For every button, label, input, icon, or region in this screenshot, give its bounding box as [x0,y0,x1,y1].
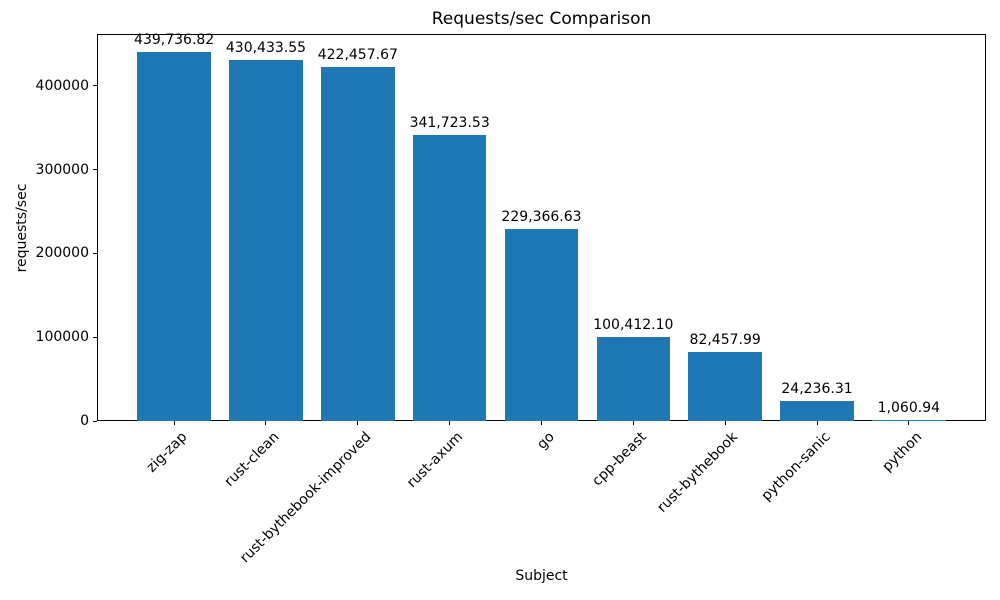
bar-value-label: 82,457.99 [689,331,761,348]
bar [412,134,487,421]
x-tick-mark [908,421,910,425]
bar-value-label: 439,736.82 [134,32,215,49]
x-tick-label: rust-axum [403,429,466,492]
x-tick-mark [724,421,726,425]
bar-value-label: 422,457.67 [317,46,398,63]
x-tick-label: python [879,429,926,475]
x-tick-mark [449,421,451,425]
x-tick-label: go [534,429,558,453]
y-tick-mark [93,252,97,254]
y-tick-label: 200000 [35,245,89,262]
y-tick-mark [93,169,97,171]
x-tick-label: rust-clean [221,429,283,490]
bar [688,351,762,421]
x-tick-mark [357,421,359,425]
x-tick-mark [816,421,818,425]
bar-value-label: 341,723.53 [409,114,490,131]
bar [780,400,854,421]
bar [504,228,579,421]
x-tick-label: rust-bythebook [654,429,742,516]
bar-value-label: 100,412.10 [593,316,674,333]
x-tick-mark [541,421,542,425]
bar-value-label: 1,060.94 [877,400,941,416]
x-tick-mark [265,421,267,425]
bar-value-label: 430,433.55 [225,40,307,57]
bar [229,60,303,421]
bar-value-label: 24,236.31 [781,380,853,397]
y-tick-mark [93,336,97,338]
bar [137,52,211,421]
x-tick-mark [173,421,175,425]
y-tick-label: 400000 [35,77,89,94]
y-tick-mark [93,420,97,422]
x-tick-mark [632,421,634,425]
bar [596,336,671,421]
x-tick-label: cpp-beast [589,429,650,490]
y-tick-mark [93,85,97,87]
x-axis-label: Subject [515,568,568,584]
bar [872,420,946,421]
bar [321,66,395,421]
y-tick-label: 0 [80,413,89,429]
y-tick-label: 100000 [35,329,89,346]
x-tick-label: python-sanic [758,429,834,505]
x-tick-label: zig-zap [143,429,191,476]
y-tick-label: 300000 [35,161,89,178]
chart-title: Requests/sec Comparison [431,9,652,29]
bar-value-label: 229,366.63 [501,208,582,225]
